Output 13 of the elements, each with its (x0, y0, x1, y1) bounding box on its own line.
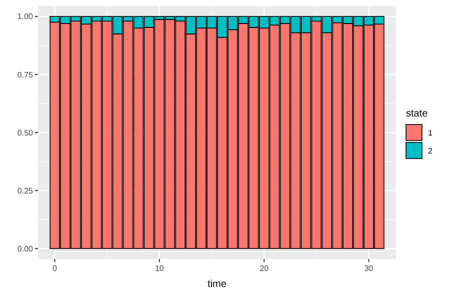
legend-title: state (406, 108, 428, 120)
x-tick-label: 10 (154, 264, 164, 273)
legend-label: 2 (428, 146, 433, 156)
y-tick-label: 0.00 (17, 244, 34, 254)
y-tick-label: 0.25 (17, 186, 34, 196)
x-tick-label: 20 (260, 264, 270, 273)
x-axis-title: time (208, 279, 227, 290)
x-tick-label: 30 (364, 264, 374, 273)
y-tick-label: 0.75 (17, 70, 34, 80)
y-tick-label: 1.00 (17, 12, 34, 22)
x-tick-label: 0 (52, 264, 58, 273)
legend-label: 1 (428, 128, 433, 138)
y-tick-label: 0.50 (17, 128, 34, 138)
